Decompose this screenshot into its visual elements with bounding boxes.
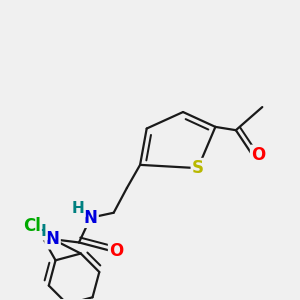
Text: N: N	[46, 230, 59, 248]
Text: H: H	[34, 224, 46, 239]
Text: N: N	[84, 209, 98, 227]
Text: Cl: Cl	[23, 217, 40, 235]
Text: O: O	[251, 146, 266, 164]
Text: H: H	[72, 201, 84, 216]
Text: O: O	[109, 242, 123, 260]
Text: S: S	[192, 159, 204, 177]
